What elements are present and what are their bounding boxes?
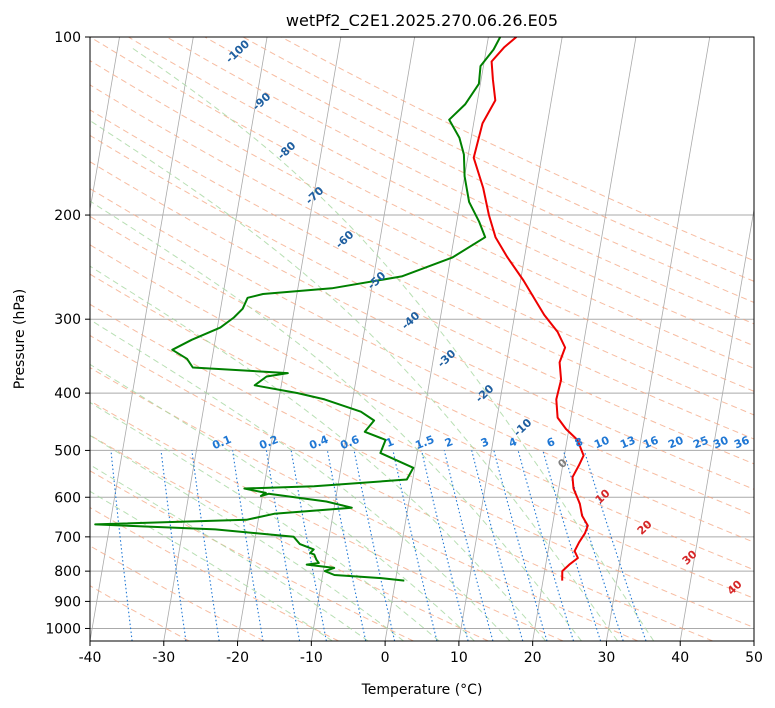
mixing-ratio-line (471, 450, 524, 641)
mixing-ratio-line (392, 450, 438, 641)
y-axis-label: Pressure (hPa) (12, 289, 28, 389)
y-tick-label: 600 (54, 490, 81, 506)
x-tick-label: -10 (300, 650, 323, 666)
plot-frame (89, 36, 755, 642)
x-tick-label: 40 (671, 650, 689, 666)
mixing-ratio-line (583, 450, 647, 641)
moist-adiabat-line (90, 265, 547, 641)
dry-adiabat-line (90, 161, 754, 490)
temperature-profile-line (472, 37, 589, 581)
dry-adiabat-line (90, 334, 713, 641)
mixing-ratio-label: 8 (573, 435, 585, 450)
dry-adiabat-line (90, 244, 754, 571)
mixing-ratio-label: 36 (732, 434, 751, 452)
mixing-ratio-label: 10 (592, 434, 611, 452)
dry-adiabat-line (90, 109, 754, 440)
mixing-ratio-label: 2 (443, 435, 455, 450)
x-tick-label: 30 (598, 650, 616, 666)
background-lines (90, 37, 754, 641)
x-tick-label: 10 (450, 650, 468, 666)
mixing-ratio-line (160, 450, 187, 641)
isotherm-line (532, 37, 637, 641)
y-tick-label: 900 (54, 594, 81, 610)
mixing-ratio-line (353, 450, 396, 641)
y-tick-label: 800 (54, 564, 81, 580)
y-tick-label: 400 (54, 386, 81, 402)
y-tick-label: 100 (54, 30, 81, 46)
moist-adiabat-line (90, 464, 369, 641)
isotherm-line (679, 207, 754, 641)
y-tick-label: 500 (54, 443, 81, 459)
mixing-ratio-line (443, 450, 494, 641)
dry-adiabat-line (90, 434, 489, 641)
mixing-ratio-label: 13 (618, 434, 637, 452)
dry-adiabat-line (90, 215, 754, 543)
mixing-ratio-line (232, 450, 264, 641)
moist-adiabat-line (130, 46, 655, 641)
mixing-ratio-line (265, 450, 301, 641)
isotherm-line (163, 37, 268, 641)
x-tick-label: -20 (226, 650, 249, 666)
mixing-ratio-label: 3 (479, 435, 491, 450)
dry-adiabat-line (90, 134, 754, 465)
isotherm-line (458, 37, 563, 641)
y-tick-label: 300 (54, 312, 81, 328)
dry-adiabat-line (90, 188, 754, 516)
mixing-ratio-line (542, 450, 602, 641)
x-axis-label: Temperature (°C) (361, 682, 483, 698)
moist-adiabat-line (90, 434, 404, 641)
moist-adiabat-line (90, 363, 475, 641)
isotherm-line (606, 37, 711, 641)
mixing-ratio-line (493, 450, 548, 641)
x-tick-label: 20 (524, 650, 542, 666)
moist-adiabat-line (90, 200, 582, 641)
mixing-ratio-label: 25 (691, 434, 710, 452)
dry-adiabat-line (90, 367, 638, 641)
mixing-ratio-label: 16 (641, 434, 660, 452)
x-tick-label: 50 (745, 650, 763, 666)
mixing-ratio-line (517, 450, 575, 641)
mixing-ratio-line (326, 450, 367, 641)
mixing-ratio-line (421, 450, 469, 641)
mixing-ratio-label: 30 (711, 434, 730, 452)
dry-adiabat-line (90, 273, 754, 599)
dry-adiabat-line (90, 84, 754, 416)
x-axis: -40 -30 -20 -10 0 10 20 30 40 50 (79, 641, 763, 666)
dewpoint-profile-line (94, 37, 502, 582)
profile-lines (94, 37, 589, 582)
dry-adiabat-line (90, 60, 754, 392)
y-axis: 100 200 300 400 500 600 700 800 900 1000 (45, 30, 90, 637)
mixing-ratio-label: 20 (666, 434, 685, 452)
isotherm-line (90, 37, 194, 641)
mixing-ratio-line (290, 450, 327, 641)
dry-adiabat-line (90, 37, 754, 369)
dry-adiabat-line (128, 37, 754, 347)
y-tick-label: 1000 (45, 621, 81, 637)
isotherm-line (90, 37, 120, 212)
chart-title: wetPf2_C2E1.2025.270.06.26.E05 (286, 11, 558, 31)
y-tick-label: 200 (54, 208, 81, 224)
moist-adiabat-line (90, 120, 618, 641)
isotherm-line (237, 37, 342, 641)
mixing-ratio-line (562, 450, 624, 641)
x-tick-label: -40 (79, 650, 102, 666)
y-tick-label: 700 (54, 530, 81, 546)
mixing-ratio-label: 1 (384, 435, 396, 450)
x-tick-label: 0 (381, 650, 390, 666)
isotherm-line (384, 37, 489, 641)
x-tick-label: -30 (152, 650, 175, 666)
mixing-ratio-line (191, 450, 220, 641)
